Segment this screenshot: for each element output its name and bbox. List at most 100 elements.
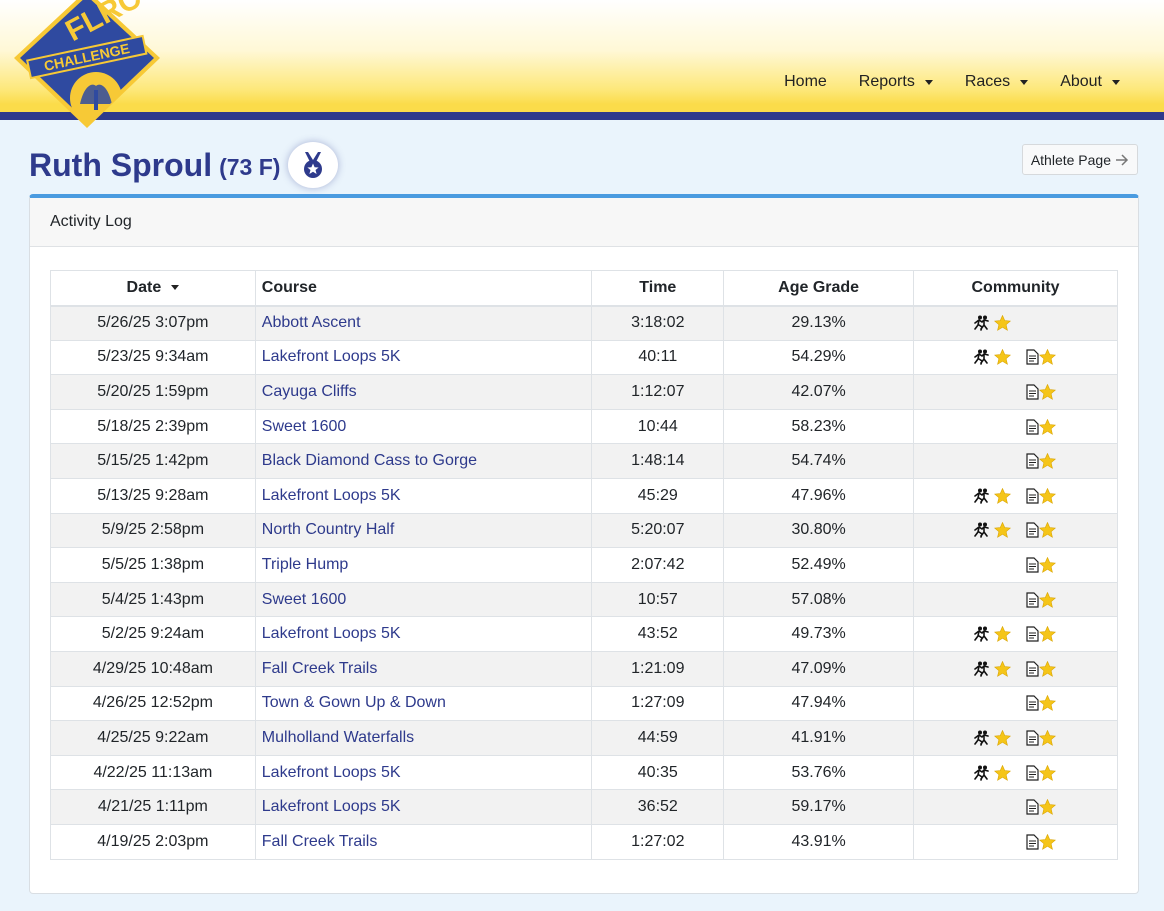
report-star-icon[interactable] (1026, 556, 1078, 573)
age-grade-cell: 42.07% (723, 374, 915, 410)
course-link[interactable]: Town & Gown Up & Down (261, 694, 446, 712)
course-link[interactable]: Lakefront Loops 5K (261, 798, 401, 816)
flrc-challenge-logo[interactable]: FLRC CHALLENGE (8, 0, 166, 136)
group-run-star-icon[interactable] (974, 660, 1026, 677)
group-run-star-icon[interactable] (974, 522, 1026, 539)
column-header-community[interactable]: Community (913, 270, 1118, 307)
course-link[interactable]: North Country Half (261, 521, 395, 539)
time-header-label: Time (639, 278, 677, 296)
community-cell (913, 339, 1118, 376)
date-cell: 5/26/25 3:07pm (50, 305, 256, 341)
date-cell: 5/4/25 1:43pm (50, 581, 256, 618)
course-link[interactable]: Cayuga Cliffs (261, 382, 357, 400)
table-row: 5/2/25 9:24am Lakefront Loops 5K 43:52 49.7… (50, 616, 1118, 652)
report-star-icon[interactable] (1026, 660, 1078, 677)
course-link[interactable]: Sweet 1600 (261, 590, 347, 608)
report-star-icon[interactable] (1026, 695, 1078, 712)
course-link[interactable]: Black Diamond Cass to Gorge (261, 452, 477, 470)
nav-about-dropdown[interactable]: About (1044, 73, 1136, 91)
course-cell: Lakefront Loops 5K (254, 616, 593, 652)
community-cell (913, 685, 1118, 722)
nav-races-dropdown[interactable]: Races (949, 73, 1044, 91)
report-star-icon[interactable] (1026, 453, 1078, 469)
time-cell: 43:52 (591, 616, 725, 652)
community-cell (913, 754, 1118, 791)
age-grade-cell: 49.73% (723, 616, 915, 652)
report-star-icon[interactable] (1026, 764, 1078, 781)
community-cell (913, 789, 1118, 825)
course-cell: Sweet 1600 (254, 581, 593, 618)
group-run-star-icon[interactable] (974, 764, 1026, 781)
age-grade-cell: 29.13% (723, 305, 915, 341)
community-header-label: Community (971, 278, 1060, 296)
course-link[interactable]: Lakefront Loops 5K (261, 348, 401, 366)
report-star-icon[interactable] (1026, 799, 1078, 815)
column-header-age-grade[interactable]: Age Grade (723, 270, 915, 307)
course-link[interactable]: Abbott Ascent (261, 314, 361, 332)
column-header-time[interactable]: Time (591, 270, 725, 307)
date-cell: 5/2/25 9:24am (50, 616, 256, 652)
course-cell: Lakefront Loops 5K (254, 789, 593, 825)
page-title: Ruth Sproul (73 F) (29, 142, 339, 188)
arrow-right-icon (1116, 153, 1129, 166)
age-grade-cell: 30.80% (723, 512, 915, 549)
course-cell: Mulholland Waterfalls (254, 720, 593, 756)
course-link[interactable]: Lakefront Loops 5K (261, 486, 401, 504)
age-grade-cell: 47.96% (723, 477, 915, 514)
course-link[interactable]: Lakefront Loops 5K (261, 625, 401, 643)
report-star-icon[interactable] (1026, 833, 1078, 850)
age-grade-cell: 47.94% (723, 685, 915, 722)
report-star-icon[interactable] (1026, 349, 1078, 366)
course-link[interactable]: Fall Creek Trails (261, 832, 378, 850)
table-row: 5/4/25 1:43pm Sweet 1600 10:57 57.08% (50, 581, 1118, 618)
time-cell: 45:29 (591, 477, 725, 514)
course-link[interactable]: Lakefront Loops 5K (261, 763, 401, 781)
table-row: 4/29/25 10:48am Fall Creek Trails 1:21:09 4… (50, 650, 1118, 687)
athlete-page-button[interactable]: Athlete Page (1021, 144, 1138, 175)
course-cell: Fall Creek Trails (254, 823, 593, 860)
community-cell (913, 512, 1118, 549)
medal-badge[interactable] (288, 142, 339, 188)
column-header-date[interactable]: Date (50, 270, 256, 307)
course-link[interactable]: Fall Creek Trails (261, 659, 378, 677)
nav-home[interactable]: Home (768, 73, 843, 91)
date-cell: 5/23/25 9:34am (50, 339, 256, 376)
date-cell: 4/26/25 12:52pm (50, 685, 256, 722)
date-cell: 5/18/25 2:39pm (50, 408, 256, 445)
community-cell (913, 477, 1118, 514)
community-cell (913, 374, 1118, 410)
group-run-star-icon[interactable] (974, 487, 1026, 504)
course-link[interactable]: Triple Hump (261, 555, 349, 573)
community-cell (913, 823, 1118, 860)
report-star-icon[interactable] (1026, 418, 1078, 435)
report-star-icon[interactable] (1026, 591, 1078, 608)
group-run-star-icon[interactable] (974, 349, 1026, 366)
report-star-icon[interactable] (1026, 487, 1078, 504)
course-cell: Lakefront Loops 5K (254, 754, 593, 791)
course-link[interactable]: Mulholland Waterfalls (261, 728, 415, 746)
date-cell: 4/21/25 1:11pm (50, 789, 256, 825)
course-cell: Abbott Ascent (254, 305, 593, 341)
course-link[interactable]: Sweet 1600 (261, 417, 347, 435)
date-cell: 4/22/25 11:13am (50, 754, 256, 791)
report-star-icon[interactable] (1026, 626, 1078, 642)
time-cell: 36:52 (591, 789, 725, 825)
table-row: 5/26/25 3:07pm Abbott Ascent 3:18:02 29.13% (50, 305, 1118, 341)
course-cell: Lakefront Loops 5K (254, 339, 593, 376)
age-grade-cell: 57.08% (723, 581, 915, 618)
group-run-star-icon[interactable] (974, 315, 1026, 331)
chevron-down-icon (1112, 79, 1120, 85)
group-run-star-icon[interactable] (974, 729, 1026, 746)
report-star-icon[interactable] (1026, 522, 1078, 539)
course-cell: Black Diamond Cass to Gorge (254, 443, 593, 479)
course-cell: North Country Half (254, 512, 593, 549)
age-grade-cell: 52.49% (723, 547, 915, 583)
column-header-course[interactable]: Course (254, 270, 593, 307)
nav-reports-dropdown[interactable]: Reports (843, 73, 949, 91)
group-run-star-icon[interactable] (974, 626, 1026, 642)
report-star-icon[interactable] (1026, 729, 1078, 746)
sort-desc-icon (171, 285, 180, 291)
report-star-icon[interactable] (1026, 383, 1078, 400)
table-row: 5/5/25 1:38pm Triple Hump 2:07:42 52.49% (50, 547, 1118, 583)
chevron-down-icon (924, 79, 933, 85)
